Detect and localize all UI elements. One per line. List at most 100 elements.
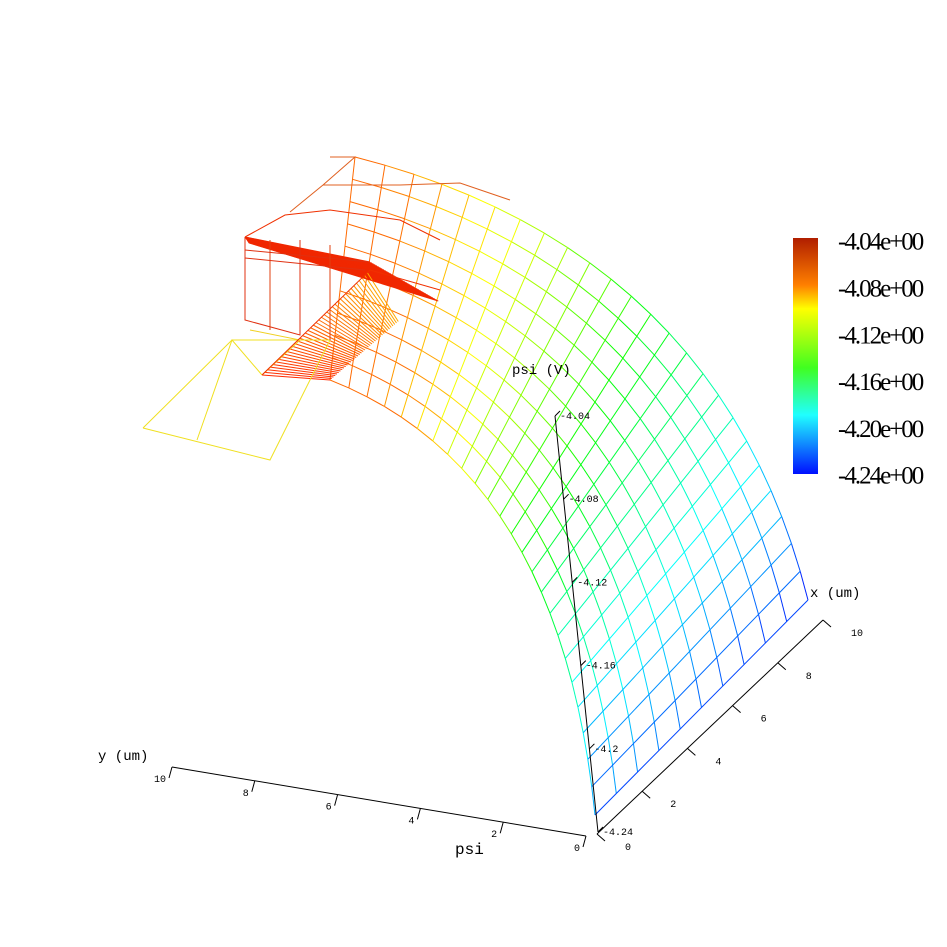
mesh-line bbox=[728, 462, 742, 488]
mesh-line bbox=[557, 570, 568, 592]
mesh-line bbox=[575, 613, 584, 637]
z-tick bbox=[589, 743, 595, 750]
mesh-line bbox=[716, 657, 724, 687]
mesh-line bbox=[564, 658, 573, 683]
mesh-line bbox=[654, 438, 669, 461]
mesh-line bbox=[573, 344, 593, 363]
y-tick bbox=[251, 780, 256, 792]
mesh-line bbox=[305, 332, 359, 357]
mesh-line bbox=[549, 394, 719, 614]
mesh-line bbox=[561, 366, 580, 385]
mesh-line bbox=[494, 206, 521, 221]
mesh-line bbox=[627, 548, 639, 572]
mesh-line bbox=[577, 706, 584, 733]
x-tick-label: 10 bbox=[851, 629, 863, 640]
y-tick bbox=[334, 794, 339, 806]
z-tick bbox=[597, 826, 604, 833]
mesh-line bbox=[458, 374, 477, 389]
y-tick-label: 0 bbox=[574, 844, 580, 855]
mesh-line bbox=[718, 394, 734, 418]
mesh-line bbox=[578, 284, 600, 302]
mesh-line bbox=[566, 445, 582, 465]
z-tick bbox=[580, 660, 587, 666]
mesh-line bbox=[447, 453, 463, 469]
mesh-line bbox=[474, 262, 591, 484]
z-tick-label: -4.04 bbox=[560, 412, 590, 423]
mesh-line bbox=[582, 732, 589, 760]
mesh-line bbox=[487, 228, 512, 243]
mesh-line bbox=[670, 374, 688, 396]
mesh-line bbox=[680, 482, 693, 507]
mesh-line bbox=[673, 598, 683, 625]
mesh-line bbox=[409, 196, 437, 207]
mesh-line bbox=[633, 504, 646, 527]
mesh-line bbox=[435, 206, 463, 218]
mesh-line bbox=[499, 515, 512, 535]
colorbar-label: -4.04e+00 bbox=[838, 229, 924, 256]
mesh-line bbox=[577, 490, 772, 708]
mesh-line bbox=[566, 306, 587, 324]
mesh-line bbox=[441, 418, 458, 433]
mesh-line bbox=[520, 394, 538, 412]
mesh-line bbox=[401, 339, 422, 351]
x-axis-label: x (um) bbox=[810, 586, 860, 602]
mesh-line bbox=[578, 383, 596, 403]
mesh-line bbox=[315, 322, 366, 351]
y-tick-label: 8 bbox=[243, 789, 249, 800]
mesh-line bbox=[591, 361, 610, 381]
mesh-line bbox=[412, 294, 436, 307]
mesh-line bbox=[359, 320, 382, 331]
mesh-line bbox=[461, 216, 488, 230]
mesh-line bbox=[286, 350, 346, 367]
mesh-line bbox=[280, 356, 343, 370]
x-tick bbox=[641, 790, 651, 799]
mesh-line bbox=[461, 468, 476, 484]
mesh-line bbox=[674, 700, 681, 730]
mesh-line bbox=[580, 423, 596, 444]
mesh-line bbox=[746, 440, 760, 466]
mesh-line bbox=[610, 278, 632, 297]
mesh-line bbox=[686, 395, 703, 418]
mesh-line bbox=[288, 348, 348, 366]
mesh-line bbox=[571, 464, 760, 683]
mesh-line bbox=[650, 313, 670, 334]
mesh-line bbox=[552, 467, 567, 487]
mesh-line bbox=[590, 660, 598, 686]
gate-block bbox=[142, 156, 511, 461]
mesh-line bbox=[505, 321, 526, 337]
mesh-line bbox=[353, 285, 390, 330]
mesh-line bbox=[790, 543, 801, 572]
mesh-line bbox=[514, 357, 533, 374]
mesh-line bbox=[497, 438, 513, 456]
mesh-line bbox=[339, 298, 382, 337]
z-tick-label: -4.2 bbox=[594, 745, 618, 756]
mesh-line bbox=[535, 313, 556, 330]
mesh-line bbox=[737, 635, 745, 665]
mesh-line bbox=[721, 508, 733, 534]
mesh-line bbox=[580, 464, 595, 485]
mesh-line bbox=[373, 231, 400, 242]
mesh-line bbox=[364, 274, 397, 324]
mesh-line bbox=[407, 317, 429, 329]
mesh-line bbox=[323, 314, 371, 346]
mesh-line bbox=[750, 586, 759, 615]
mesh-line bbox=[525, 471, 540, 491]
mesh-line bbox=[536, 410, 553, 429]
mesh-line bbox=[673, 527, 685, 553]
chart-title: psi bbox=[455, 841, 484, 859]
x-tick bbox=[777, 662, 787, 671]
mesh-line bbox=[709, 629, 718, 658]
mesh-line bbox=[421, 350, 441, 363]
mesh-line bbox=[515, 299, 537, 315]
mesh-line bbox=[577, 505, 591, 527]
mesh-line bbox=[670, 417, 686, 440]
colorbar-label: -4.24e+00 bbox=[838, 463, 924, 490]
mesh-line bbox=[476, 387, 494, 403]
mesh-line bbox=[591, 570, 801, 788]
mesh-line bbox=[715, 439, 729, 464]
mesh-line bbox=[418, 272, 443, 285]
mesh-line bbox=[493, 401, 510, 418]
mesh-line bbox=[531, 352, 687, 573]
mesh-line bbox=[616, 525, 629, 549]
mesh-line bbox=[552, 427, 568, 447]
